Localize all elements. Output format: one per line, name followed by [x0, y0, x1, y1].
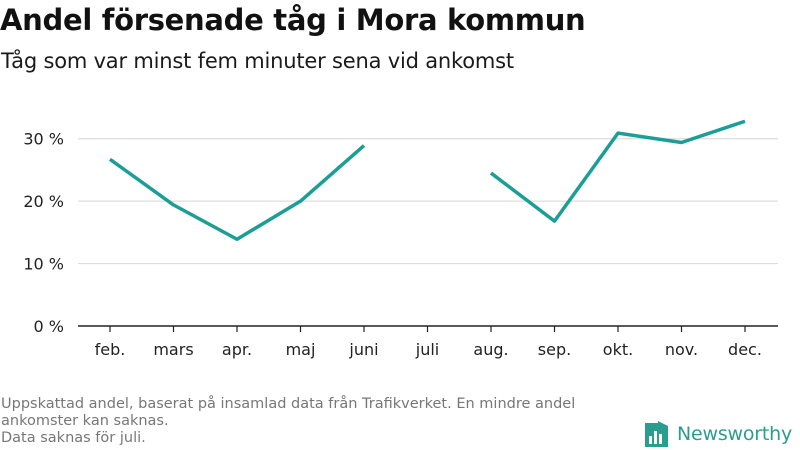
line-chart: 0 % 10 % 20 % 30 % feb. mars apr. maj juni juli au… [23, 119, 778, 359]
line-layer [108, 119, 746, 241]
footnote-line-3: Data saknas för juli. [1, 430, 146, 446]
x-tick-label: okt. [603, 340, 633, 359]
grid-layer [78, 138, 778, 265]
x-tick-label: mars [153, 340, 193, 359]
footnote-line-1: Uppskattad andel, baserat på insamlad da… [1, 396, 576, 412]
y-tick-label: 30 % [23, 130, 64, 149]
x-tick-label: sep. [538, 340, 571, 359]
footnote: Uppskattad andel, baserat på insamlad da… [1, 396, 641, 447]
brand-logo[interactable]: Newsworthy [644, 419, 792, 449]
footnote-line-2: ankomster kan saknas. [1, 413, 169, 429]
series-line [489, 119, 746, 223]
x-tick-label: apr. [222, 340, 252, 359]
x-tick-label: dec. [728, 340, 762, 359]
brand-name: Newsworthy [677, 423, 793, 445]
newsworthy-logo-icon [645, 421, 668, 447]
x-tick-label: juni [348, 340, 378, 359]
y-tick-label: 0 % [34, 317, 64, 336]
y-tick-label: 10 % [23, 255, 64, 274]
x-tick-label: nov. [665, 340, 698, 359]
y-tick-label: 20 % [23, 192, 64, 211]
x-tick-label: maj [286, 340, 316, 359]
series-line [108, 144, 366, 241]
page-subtitle: Tåg som var minst fem minuter sena vid a… [1, 49, 514, 73]
axis-layer: 0 % 10 % 20 % 30 % feb. mars apr. maj juni juli au… [23, 130, 778, 359]
x-tick-label: aug. [473, 340, 508, 359]
page-title: Andel försenade tåg i Mora kommun [0, 3, 586, 37]
x-tick-label: juli [415, 340, 439, 359]
x-tick-label: feb. [95, 340, 126, 359]
